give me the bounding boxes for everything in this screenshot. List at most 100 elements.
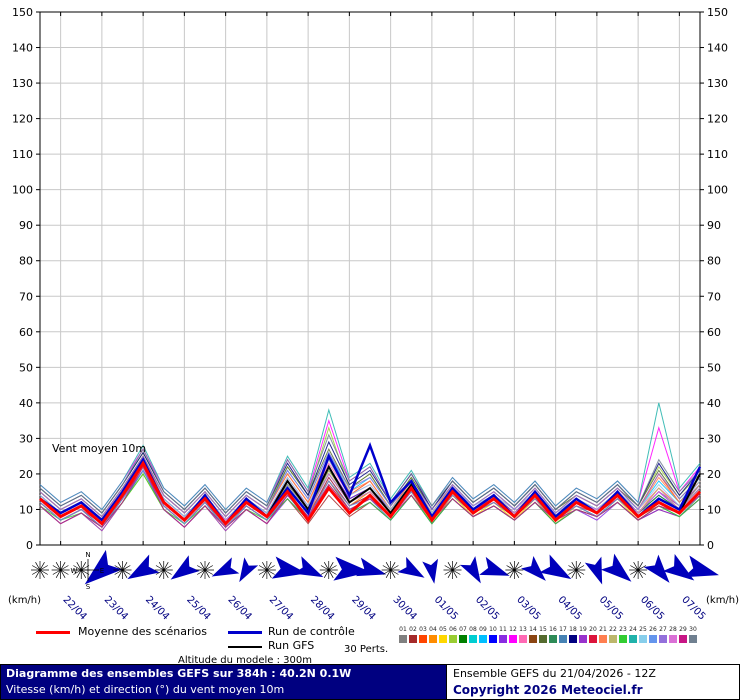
wind-arrow-icon xyxy=(662,554,695,581)
perturbation-color-swatch xyxy=(489,635,497,643)
wind-arrow-icon xyxy=(333,556,371,581)
x-axis-date-label: 23/04 xyxy=(102,594,130,622)
y-axis-label-left: 30 xyxy=(19,432,33,445)
mean-line xyxy=(39,460,702,526)
perturbation-number: 15 xyxy=(539,626,547,633)
mean-line-label: Moyenne des scénarios xyxy=(78,625,207,638)
perturbation-legend-item: 15 xyxy=(538,626,548,643)
perturbation-color-swatch xyxy=(479,635,487,643)
perturbation-color-swatch xyxy=(499,635,507,643)
y-axis-label-right: 0 xyxy=(707,539,714,552)
perturbation-color-swatch xyxy=(629,635,637,643)
wind-annotation: Vent moyen 10m xyxy=(52,442,146,455)
perturbation-number: 21 xyxy=(599,626,607,633)
perturbation-legend-item: 21 xyxy=(598,626,608,643)
y-axis-label-right: 50 xyxy=(707,361,721,374)
x-axis-date-label: 06/05 xyxy=(638,594,666,622)
perturbation-legend-item: 19 xyxy=(578,626,588,643)
perturbation-legend-item: 23 xyxy=(618,626,628,643)
perturbation-color-swatch xyxy=(599,635,607,643)
perturbation-legend-item: 26 xyxy=(648,626,658,643)
wind-variable-icon xyxy=(52,565,69,575)
wind-arrow-icon xyxy=(460,556,481,584)
compass-west-label: W xyxy=(71,567,78,575)
perturbation-color-swatch xyxy=(469,635,477,643)
perturbation-color-swatch xyxy=(619,635,627,643)
y-axis-label-right: 150 xyxy=(707,6,728,19)
footer-run-box: Ensemble GEFS du 21/04/2026 - 12Z Copyri… xyxy=(447,664,740,700)
perturbation-color-swatch xyxy=(399,635,407,643)
y-axis-label-left: 90 xyxy=(19,219,33,232)
x-axis-date-label: 22/04 xyxy=(61,594,89,622)
wind-arrow-icon xyxy=(643,554,670,583)
perturbation-legend-item: 16 xyxy=(548,626,558,643)
wind-arrow-icon xyxy=(520,555,546,581)
perturbation-color-swatch xyxy=(689,635,697,643)
wind-arrow-icon xyxy=(479,556,510,576)
perturbation-legend-item: 17 xyxy=(558,626,568,643)
perturbation-number: 02 xyxy=(409,626,417,633)
wind-variable-icon xyxy=(32,565,48,575)
x-axis-date-label: 25/04 xyxy=(184,594,212,622)
perturbation-color-swatch xyxy=(519,635,527,643)
perturbation-number: 26 xyxy=(649,626,657,633)
y-axis-label-left: 110 xyxy=(12,148,33,161)
perturbation-legend-item: 27 xyxy=(658,626,668,643)
perturbation-number: 11 xyxy=(499,626,507,633)
copyright-label: Copyright 2026 Meteociel.fr xyxy=(453,683,643,697)
perturbation-number: 05 xyxy=(439,626,447,633)
y-axis-label-right: 30 xyxy=(707,432,721,445)
gfs-line-sample xyxy=(228,646,262,648)
perturbation-number: 29 xyxy=(679,626,687,633)
wind-arrow-icon xyxy=(422,558,439,584)
perturbation-legend-item: 08 xyxy=(468,626,478,643)
wind-variable-icon xyxy=(444,565,461,575)
y-axis-label-left: 70 xyxy=(19,290,33,303)
perturbation-legend-item: 14 xyxy=(528,626,538,643)
perturbation-color-swatch xyxy=(639,635,647,643)
perturbation-color-swatch xyxy=(609,635,617,643)
perturbation-legend-item: 10 xyxy=(488,626,498,643)
ensemble-member-line xyxy=(39,451,701,518)
perturbation-legend-item: 05 xyxy=(438,626,448,643)
x-axis-date-label: 26/04 xyxy=(226,594,254,622)
ensemble-member-line xyxy=(39,472,701,528)
perturbation-number: 13 xyxy=(519,626,527,633)
perturbations-legend: 01 02 03 04 05 06 07 08 09 10 11 12 13 14 15 16 17 18 19 20… xyxy=(398,626,698,643)
perturbation-color-swatch xyxy=(459,635,467,643)
gfs-line-label: Run GFS xyxy=(268,639,315,652)
perturbation-color-swatch xyxy=(439,635,447,643)
wind-variable-icon xyxy=(114,565,131,575)
y-axis-label-right: 60 xyxy=(707,326,721,339)
plot-border xyxy=(39,11,701,546)
perturbation-color-swatch xyxy=(589,635,597,643)
perturbation-color-swatch xyxy=(409,635,417,643)
perturbation-legend-item: 24 xyxy=(628,626,638,643)
x-axis-date-label: 24/04 xyxy=(143,594,171,622)
ensemble-member-line xyxy=(39,402,701,511)
y-axis-label-right: 110 xyxy=(707,148,728,161)
wind-arrow-icon xyxy=(170,555,200,580)
perturbation-color-swatch xyxy=(569,635,577,643)
wind-arrow-icon xyxy=(355,557,387,577)
perturbation-color-swatch xyxy=(429,635,437,643)
wind-arrow-icon xyxy=(683,555,719,578)
wind-arrow-icon xyxy=(539,554,572,580)
x-axis-date-label: 04/05 xyxy=(556,594,584,622)
perturbation-legend-item: 03 xyxy=(418,626,428,643)
wind-arrow-icon xyxy=(397,556,425,578)
perturbation-legend-item: 28 xyxy=(668,626,678,643)
perturbation-color-swatch xyxy=(659,635,667,643)
perturbation-number: 27 xyxy=(659,626,667,633)
y-axis-label-right: 10 xyxy=(707,503,721,516)
perturbations-count-label: 30 Perts. xyxy=(344,644,389,655)
perturbation-color-swatch xyxy=(529,635,537,643)
wind-arrow-icon xyxy=(84,549,123,585)
perturbation-number: 09 xyxy=(479,626,487,633)
y-axis-label-right: 90 xyxy=(707,219,721,232)
perturbation-number: 01 xyxy=(399,626,407,633)
perturbation-color-swatch xyxy=(559,635,567,643)
perturbation-legend-item: 20 xyxy=(588,626,598,643)
perturbation-number: 30 xyxy=(689,626,697,633)
